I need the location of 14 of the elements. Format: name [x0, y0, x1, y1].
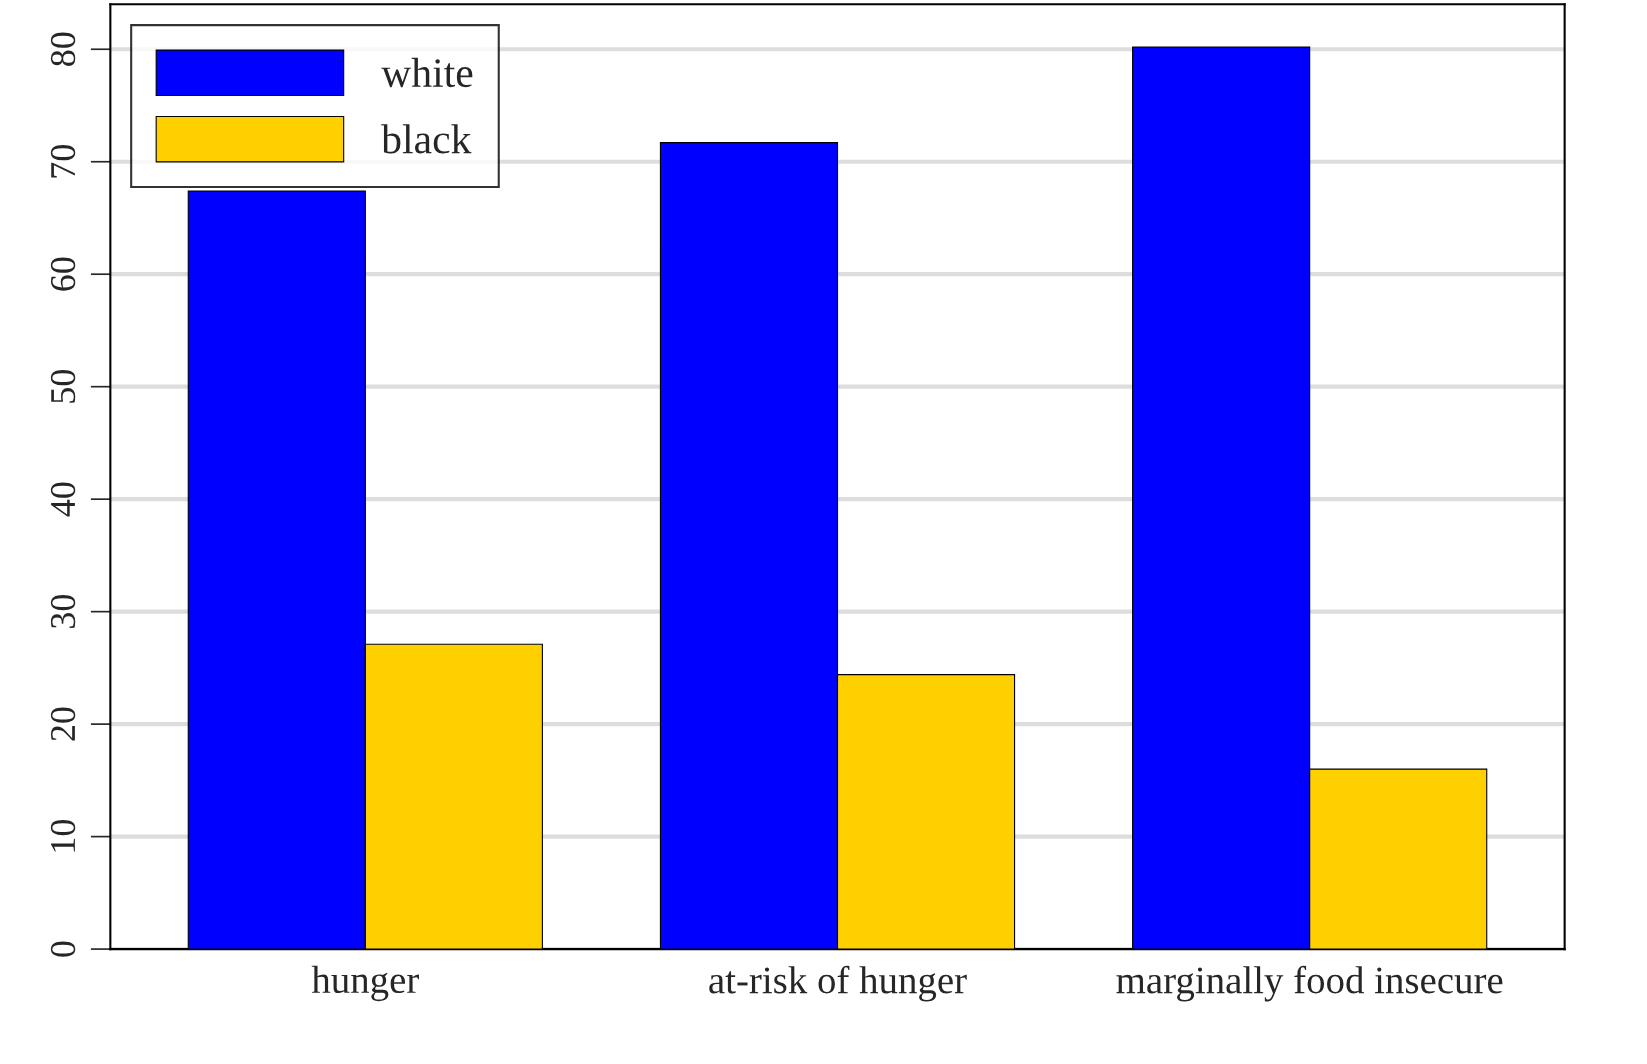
legend-label: white — [381, 57, 473, 88]
y-tick-label: 40 — [50, 482, 76, 517]
y-tick-label: 20 — [50, 707, 76, 741]
legend-label: black — [381, 124, 472, 154]
y-tick-label: 10 — [50, 819, 76, 852]
x-tick-label: at-risk of hunger — [709, 965, 967, 1002]
y-tick-label: 70 — [50, 145, 76, 178]
y-tick-label: 30 — [50, 594, 76, 628]
x-tick-label: hunger — [311, 965, 419, 1002]
y-tick-label: 60 — [50, 257, 76, 291]
y-tick-label: 50 — [50, 370, 76, 403]
x-tick-label: marginally food insecure — [1116, 965, 1503, 1002]
y-tick-label: 80 — [50, 32, 76, 66]
y-tick-label: 0 — [50, 941, 76, 957]
